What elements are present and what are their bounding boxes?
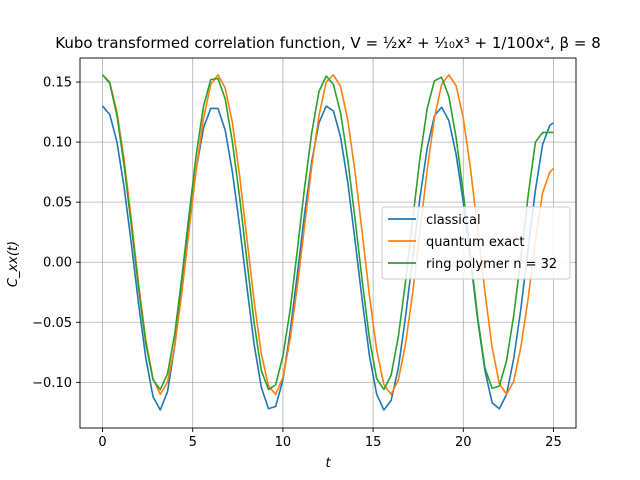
x-tick-label: 10 bbox=[275, 435, 292, 450]
y-tick-label: 0.10 bbox=[43, 136, 72, 151]
y-tick-label: 0.00 bbox=[43, 256, 72, 271]
y-tick-label: −0.10 bbox=[32, 376, 72, 391]
y-tick-label: 0.05 bbox=[43, 196, 72, 211]
x-tick-label: 5 bbox=[189, 435, 197, 450]
y-tick-label: −0.05 bbox=[32, 316, 72, 331]
legend-label-2: ring polymer n = 32 bbox=[426, 257, 557, 272]
x-tick-label: 0 bbox=[98, 435, 106, 450]
x-tick-label: 25 bbox=[545, 435, 562, 450]
x-tick-label: 15 bbox=[365, 435, 382, 450]
legend-label-0: classical bbox=[426, 213, 481, 228]
chart-title: Kubo transformed correlation function, V… bbox=[55, 34, 601, 52]
y-axis-label: C_xx(t) bbox=[6, 241, 21, 287]
legend-box bbox=[381, 206, 571, 280]
series-line-2 bbox=[101, 74, 554, 391]
y-tick-label: 0.15 bbox=[43, 76, 72, 91]
plot-frame bbox=[79, 57, 577, 429]
legend-label-1: quantum exact bbox=[426, 235, 525, 250]
x-tick-label: 20 bbox=[455, 435, 472, 450]
x-axis-label: t bbox=[325, 456, 331, 471]
